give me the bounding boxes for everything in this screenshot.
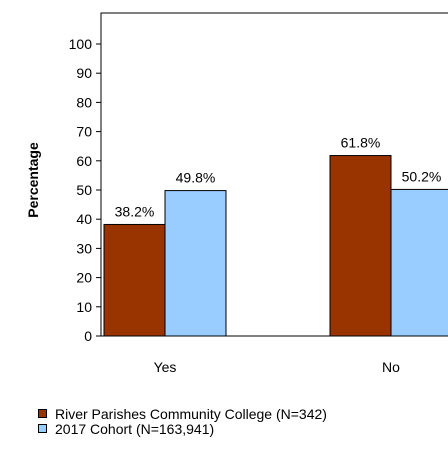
y-tick-label: 40 — [76, 211, 92, 227]
y-tick-label: 30 — [76, 240, 92, 256]
bar-value-label: 61.8% — [341, 135, 381, 151]
legend-swatch-series-1 — [38, 409, 47, 418]
y-tick-label: 90 — [76, 65, 92, 81]
y-tick-label: 70 — [76, 124, 92, 140]
bar-value-label: 38.2% — [115, 203, 155, 219]
plot-area: 0 10 20 30 40 50 60 70 80 90 100 38.2% 61.8% 49.8% 50.… — [69, 12, 448, 375]
y-tick-label: 10 — [76, 299, 92, 315]
legend-swatch-series-2 — [38, 424, 47, 433]
legend-label-series-1: River Parishes Community College (N=342) — [55, 405, 327, 422]
x-tick-label: No — [382, 359, 400, 375]
bar-series-2 — [390, 188, 448, 337]
y-tick-label: 20 — [76, 270, 92, 286]
bar-series-1 — [329, 155, 392, 337]
legend-item-series-2: 2017 Cohort (N=163,941) — [38, 420, 327, 437]
y-tick-label: 50 — [76, 182, 92, 198]
y-tick-label: 60 — [76, 153, 92, 169]
bar-series-2 — [164, 190, 227, 337]
bar-series-1 — [103, 223, 166, 337]
legend-label-series-2: 2017 Cohort (N=163,941) — [55, 420, 215, 437]
y-tick-label: 0 — [84, 328, 92, 344]
bar-value-label: 49.8% — [176, 170, 216, 186]
y-axis-title: Percentage — [25, 142, 41, 218]
plot-frame — [100, 12, 448, 337]
y-tick-label: 80 — [76, 94, 92, 110]
y-tick-label: 100 — [69, 36, 93, 52]
x-tick-label: Yes — [154, 359, 177, 375]
legend-item-series-1: River Parishes Community College (N=342) — [38, 405, 327, 422]
legend: River Parishes Community College (N=342)… — [38, 405, 327, 437]
bar-value-label: 50.2% — [402, 168, 442, 184]
